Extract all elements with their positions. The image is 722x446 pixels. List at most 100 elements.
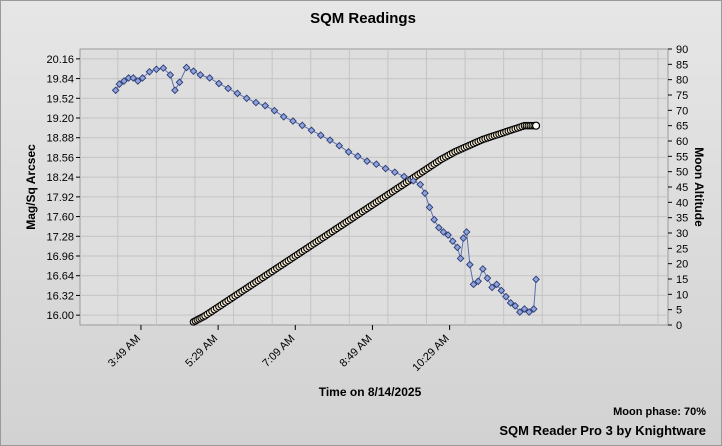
sqm-point: [166, 71, 175, 79]
x-tick-label: 5:29 AM: [183, 333, 220, 370]
y-left-tick-label: 19.20: [46, 113, 74, 125]
sqm-point: [434, 223, 443, 232]
sqm-point: [409, 177, 418, 185]
plot-area: [79, 48, 669, 326]
y-left-tick-label: 16.96: [46, 251, 74, 263]
sqm-point: [307, 126, 316, 135]
sqm-point: [182, 63, 191, 72]
y-right-tick-label: 10: [676, 289, 688, 301]
sqm-point: [474, 277, 483, 286]
y-right-tick-label: 65: [676, 121, 688, 133]
sqm-point: [242, 94, 251, 103]
sqm-point: [511, 302, 520, 310]
sqm-point: [425, 203, 434, 212]
sqm-point: [459, 234, 468, 242]
y-right-axis-label: Moon Altitude: [692, 147, 706, 227]
y-right-tick-label: 45: [676, 182, 688, 194]
y-right-tick-label: 35: [676, 213, 688, 225]
y-right-tick-label: 5: [676, 305, 682, 317]
sqm-point: [261, 101, 270, 110]
sqm-point: [363, 157, 371, 165]
sqm-point: [497, 286, 506, 295]
x-tick-label: 10:29 AM: [410, 333, 451, 374]
y-left-tick-label: 19.84: [46, 74, 74, 86]
x-axis: 3:49 AM 5:29 AM 7:09 AM 8:49 AM 10:29 AM: [106, 325, 452, 374]
sqm-point: [381, 164, 390, 173]
chart-title: SQM Readings: [310, 10, 416, 27]
y-right-tick-label: 90: [676, 44, 688, 56]
y-right-tick-label: 20: [676, 259, 688, 271]
sqm-point: [439, 228, 448, 236]
moon-altitude-series: [189, 121, 541, 326]
y-left-tick-label: 16.32: [46, 290, 74, 302]
sqm-point: [298, 121, 307, 130]
grid-lines: [80, 49, 668, 325]
y-right-tick-label: 80: [676, 75, 688, 87]
sqm-point: [316, 131, 325, 140]
y-right-tick-label: 15: [676, 274, 688, 286]
sqm-point: [529, 305, 538, 313]
sqm-point: [416, 180, 425, 189]
sqm-point: [444, 231, 452, 239]
y-right-axis: 0 5 10 15 20 25 30 35 40 45 50 55 60 65 70 75 80 85 90: [668, 44, 688, 332]
y-right-tick-label: 30: [676, 228, 688, 240]
sqm-point: [492, 280, 501, 289]
x-tick-label: 7:09 AM: [260, 333, 297, 370]
sqm-point: [326, 136, 334, 145]
sqm-point: [520, 305, 529, 313]
sqm-point: [421, 189, 429, 197]
sqm-point: [469, 280, 478, 289]
y-left-tick-label: 17.60: [46, 212, 74, 224]
sqm-point: [462, 228, 471, 236]
sqm-point: [453, 243, 462, 252]
moon-phase-label: Moon phase: 70%: [613, 406, 706, 418]
sqm-point: [129, 74, 138, 82]
sqm-point: [525, 308, 533, 316]
y-right-tick-label: 40: [676, 197, 688, 209]
sqm-point: [506, 298, 515, 307]
y-left-tick-label: 17.28: [46, 231, 74, 243]
sqm-point: [353, 152, 362, 161]
y-right-tick-label: 85: [676, 59, 688, 71]
sqm-point: [171, 86, 179, 95]
sqm-point: [344, 148, 353, 156]
sqm-point: [448, 237, 457, 246]
y-left-tick-label: 16.64: [46, 271, 74, 283]
sqm-point: [483, 274, 492, 283]
y-left-tick-label: 16.00: [46, 310, 74, 322]
y-left-tick-label: 18.56: [46, 152, 74, 164]
sqm-point: [270, 106, 279, 115]
sqm-point: [111, 86, 120, 95]
y-right-tick-label: 60: [676, 136, 688, 148]
sqm-point: [478, 265, 487, 273]
sqm-point: [138, 74, 147, 82]
sqm-point: [430, 215, 439, 224]
sqm-point: [390, 168, 399, 177]
sqm-point: [152, 65, 161, 74]
sqm-point: [372, 160, 381, 169]
brand-label: SQM Reader Pro 3 by Knightware: [499, 423, 706, 438]
sqm-point: [224, 84, 232, 93]
sqm-point: [205, 74, 214, 82]
sqm-point: [532, 275, 540, 284]
sqm-point: [289, 117, 297, 125]
sqm-point: [196, 71, 205, 79]
sqm-point: [400, 172, 408, 181]
y-left-tick-label: 17.92: [46, 192, 74, 204]
y-right-tick-label: 70: [676, 105, 688, 117]
y-left-tick-label: 19.52: [46, 93, 74, 105]
sqm-point: [502, 292, 510, 301]
sqm-point: [189, 67, 198, 76]
sqm-point: [115, 80, 124, 88]
moon-altitude-point: [531, 121, 541, 130]
y-right-tick-label: 50: [676, 167, 688, 179]
sqm-point: [134, 77, 142, 85]
y-right-tick-label: 25: [676, 243, 688, 255]
y-left-tick-label: 18.24: [46, 172, 74, 184]
sqm-point: [516, 308, 524, 316]
y-left-axis-label: Mag/Sq Arcsec: [24, 144, 38, 230]
sqm-point: [279, 112, 288, 121]
y-right-tick-label: 75: [676, 90, 688, 102]
